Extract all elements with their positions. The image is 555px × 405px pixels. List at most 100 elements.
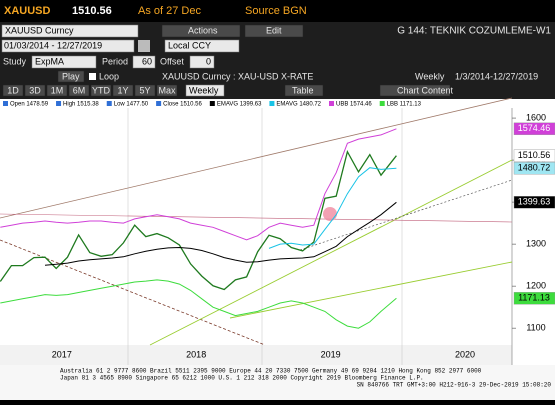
as-of: As of 27 Dec (138, 5, 201, 17)
date-field[interactable] (1, 39, 135, 53)
period-label: Period (102, 56, 128, 66)
legend-label: EMAVG 1399.63 (217, 102, 262, 108)
series-line (0, 279, 397, 329)
security: XAUUSD Curncy (5, 25, 74, 35)
actions: Actions (188, 25, 218, 35)
footer-line: Australia 61 2 9777 8600 Brazil 5511 239… (60, 368, 482, 375)
last-value-box (513, 292, 555, 305)
legend-label: Low 1477.50 (114, 102, 149, 108)
last-value-label: 1574.46 (518, 123, 551, 133)
trend-line (0, 97, 513, 219)
period-label: 1Y (117, 85, 128, 95)
period-button[interactable] (24, 84, 46, 97)
actions-button[interactable] (161, 24, 241, 38)
trend-line (299, 179, 513, 251)
last-price: 1510.56 (72, 5, 112, 17)
security-field[interactable] (1, 24, 139, 38)
legend-bar (0, 99, 555, 108)
weekly: Weekly (189, 85, 219, 95)
legend-label: UBB 1574.46 (336, 102, 372, 108)
frequency-dropdown[interactable] (185, 84, 225, 97)
period-label: 1D (7, 85, 19, 95)
x-axis-band (0, 345, 512, 365)
period-button[interactable] (2, 84, 24, 97)
period-button[interactable] (90, 84, 112, 97)
footer-line: SN 840766 TRT GMT+3:00 H212-916-3 29-Dec… (357, 382, 552, 389)
period-label: YTD (92, 85, 111, 95)
legend-label: EMAVG 1480.72 (276, 102, 321, 108)
period-button[interactable] (112, 84, 134, 97)
last-value-box (513, 162, 555, 175)
period-label: 6M (73, 85, 86, 95)
trend-line (149, 159, 513, 346)
legend-label: LBB 1171.13 (387, 102, 422, 108)
y-tick-label: 1200 (526, 281, 546, 291)
legend-swatch (3, 101, 8, 106)
legend: Open 1478.59 High 1515.38 Low 1477.50 Close… (3, 101, 422, 108)
play: Play (62, 71, 80, 81)
offset: 0 (206, 56, 211, 66)
last-value-box (513, 196, 555, 209)
period-field[interactable] (132, 55, 156, 69)
period-buttons: 1D 3D 1M 6M YTD 1Y 5Y Max (2, 84, 178, 97)
table-button[interactable] (284, 84, 324, 97)
series-line (44, 201, 397, 266)
loop: Loop (99, 71, 119, 81)
period-label: 1M (51, 85, 64, 95)
plot: 1100120013001400150016002017201820192020… (0, 112, 555, 359)
series-line (268, 167, 397, 249)
period-label: 5Y (139, 85, 150, 95)
period-button[interactable] (134, 84, 156, 97)
period-label: 3D (29, 85, 41, 95)
legend-swatch (156, 101, 162, 106)
offset-field[interactable] (189, 55, 215, 69)
footer-line: Japan 81 3 4565 8900 Singapore 65 6212 1… (60, 375, 424, 382)
last-value-label: 1480.72 (518, 163, 551, 173)
currency: Local CCY (168, 40, 211, 50)
trend-line (229, 261, 513, 319)
study-label: Study (3, 56, 27, 66)
legend-swatch (379, 101, 385, 106)
edit-button[interactable] (244, 24, 304, 38)
study: ExpMA (35, 56, 64, 66)
ticker: XAUUSD (4, 5, 51, 17)
y-tick-label: 1300 (526, 239, 546, 249)
y-tick-label: 1600 (526, 112, 546, 122)
legend-label: Close 1510.56 (163, 102, 202, 108)
last-value-label: 1171.13 (518, 293, 550, 303)
x-tick-label: 2020 (455, 349, 475, 359)
range: 1/3/2014-12/27/2019 (455, 71, 538, 81)
legend-swatch (56, 101, 62, 106)
legend-label: Open 1478.59 (10, 102, 49, 108)
last-value-label: 1510.56 (518, 150, 551, 160)
legend-swatch (209, 101, 215, 106)
currency-field[interactable] (164, 39, 240, 53)
loop-checkbox[interactable] (89, 73, 96, 80)
series-line (0, 149, 397, 291)
play-button[interactable] (57, 70, 85, 83)
legend-swatch (329, 101, 335, 106)
header-bar (0, 0, 555, 22)
annotation-marker (323, 207, 337, 221)
y-tick-label: 1100 (526, 323, 545, 333)
last-value-box (513, 149, 555, 162)
period-button[interactable] (46, 84, 68, 97)
description: XAUUSD Curncy : XAU-USD X-RATE (162, 71, 313, 81)
x-tick-label: 2017 (52, 349, 72, 359)
calendar-icon[interactable] (138, 40, 150, 52)
page-title: G 144: TEKNIK COZUMLEME-W1 (397, 26, 551, 37)
legend-swatch (269, 101, 275, 106)
date-range: 01/03/2014 - 12/27/2019 (4, 40, 102, 50)
x-tick-label: 2018 (186, 349, 206, 359)
study-field[interactable] (31, 55, 97, 69)
series-line (0, 128, 397, 241)
last-value-label: 1399.63 (518, 197, 551, 207)
period-button[interactable] (156, 84, 178, 97)
source: Source BGN (245, 5, 307, 17)
chart-content-button[interactable] (379, 84, 451, 97)
table: Table (292, 85, 314, 95)
period-button[interactable] (68, 84, 90, 97)
x-tick-label: 2019 (321, 349, 341, 359)
offset-label: Offset (160, 56, 184, 66)
